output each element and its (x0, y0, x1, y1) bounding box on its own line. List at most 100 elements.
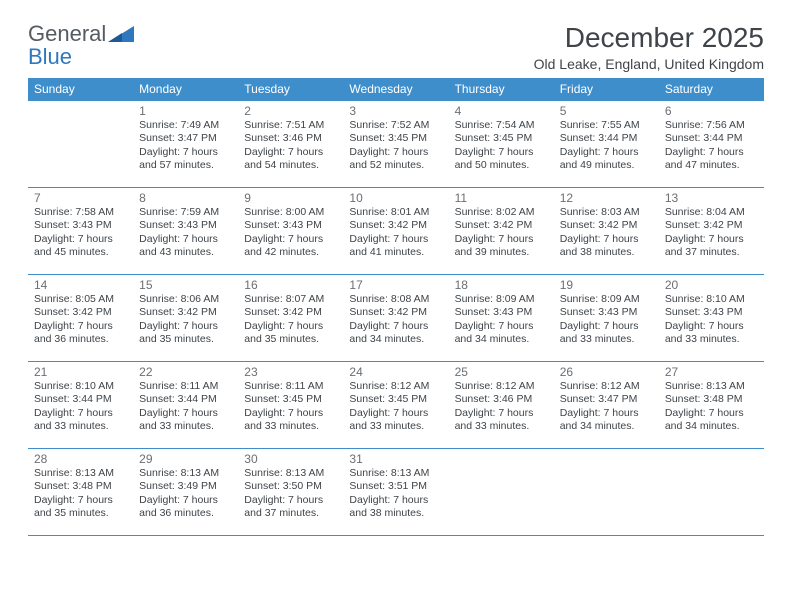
daylight-text: and 33 minutes. (455, 420, 548, 433)
sunset-text: Sunset: 3:43 PM (139, 219, 232, 232)
daylight-text: Daylight: 7 hours (665, 233, 758, 246)
day-cell: 9Sunrise: 8:00 AMSunset: 3:43 PMDaylight… (238, 188, 343, 274)
sunset-text: Sunset: 3:44 PM (34, 393, 127, 406)
day-cell: 5Sunrise: 7:55 AMSunset: 3:44 PMDaylight… (554, 101, 659, 187)
sunset-text: Sunset: 3:42 PM (560, 219, 653, 232)
day-cell: 12Sunrise: 8:03 AMSunset: 3:42 PMDayligh… (554, 188, 659, 274)
day-cell: 19Sunrise: 8:09 AMSunset: 3:43 PMDayligh… (554, 275, 659, 361)
sunset-text: Sunset: 3:49 PM (139, 480, 232, 493)
dow-friday: Friday (554, 78, 659, 101)
daylight-text: and 33 minutes. (665, 333, 758, 346)
day-cell: 6Sunrise: 7:56 AMSunset: 3:44 PMDaylight… (659, 101, 764, 187)
dow-monday: Monday (133, 78, 238, 101)
header-row: General Blue December 2025 Old Leake, En… (28, 22, 764, 72)
day-cell: 4Sunrise: 7:54 AMSunset: 3:45 PMDaylight… (449, 101, 554, 187)
dow-saturday: Saturday (659, 78, 764, 101)
sunrise-text: Sunrise: 8:03 AM (560, 206, 653, 219)
day-cell: 30Sunrise: 8:13 AMSunset: 3:50 PMDayligh… (238, 449, 343, 535)
daylight-text: Daylight: 7 hours (34, 233, 127, 246)
day-number: 24 (349, 365, 442, 379)
day-cell: 27Sunrise: 8:13 AMSunset: 3:48 PMDayligh… (659, 362, 764, 448)
calendar-grid: Sunday Monday Tuesday Wednesday Thursday… (28, 78, 764, 536)
day-number: 7 (34, 191, 127, 205)
sunrise-text: Sunrise: 8:10 AM (34, 380, 127, 393)
day-cell: 15Sunrise: 8:06 AMSunset: 3:42 PMDayligh… (133, 275, 238, 361)
dow-wednesday: Wednesday (343, 78, 448, 101)
sunrise-text: Sunrise: 7:52 AM (349, 119, 442, 132)
sunset-text: Sunset: 3:45 PM (455, 132, 548, 145)
day-cell: 10Sunrise: 8:01 AMSunset: 3:42 PMDayligh… (343, 188, 448, 274)
daylight-text: Daylight: 7 hours (349, 233, 442, 246)
sunset-text: Sunset: 3:46 PM (244, 132, 337, 145)
day-number: 9 (244, 191, 337, 205)
daylight-text: and 34 minutes. (349, 333, 442, 346)
sunrise-text: Sunrise: 8:13 AM (349, 467, 442, 480)
day-cell (554, 449, 659, 535)
day-number: 23 (244, 365, 337, 379)
sunrise-text: Sunrise: 8:00 AM (244, 206, 337, 219)
sunset-text: Sunset: 3:42 PM (455, 219, 548, 232)
daylight-text: and 52 minutes. (349, 159, 442, 172)
daylight-text: and 57 minutes. (139, 159, 232, 172)
daylight-text: Daylight: 7 hours (665, 320, 758, 333)
day-number: 4 (455, 104, 548, 118)
day-cell: 20Sunrise: 8:10 AMSunset: 3:43 PMDayligh… (659, 275, 764, 361)
day-cell: 23Sunrise: 8:11 AMSunset: 3:45 PMDayligh… (238, 362, 343, 448)
daylight-text: Daylight: 7 hours (560, 320, 653, 333)
daylight-text: and 43 minutes. (139, 246, 232, 259)
sunset-text: Sunset: 3:42 PM (665, 219, 758, 232)
sunrise-text: Sunrise: 7:56 AM (665, 119, 758, 132)
daylight-text: Daylight: 7 hours (665, 146, 758, 159)
brand-logo: General Blue (28, 22, 136, 68)
day-number: 31 (349, 452, 442, 466)
day-number: 5 (560, 104, 653, 118)
sunrise-text: Sunrise: 7:51 AM (244, 119, 337, 132)
sunrise-text: Sunrise: 7:49 AM (139, 119, 232, 132)
day-cell: 28Sunrise: 8:13 AMSunset: 3:48 PMDayligh… (28, 449, 133, 535)
daylight-text: and 34 minutes. (455, 333, 548, 346)
day-number: 8 (139, 191, 232, 205)
sunrise-text: Sunrise: 8:13 AM (139, 467, 232, 480)
daylight-text: and 36 minutes. (34, 333, 127, 346)
day-number: 29 (139, 452, 232, 466)
sunset-text: Sunset: 3:45 PM (244, 393, 337, 406)
daylight-text: Daylight: 7 hours (349, 494, 442, 507)
sunrise-text: Sunrise: 7:59 AM (139, 206, 232, 219)
daylight-text: Daylight: 7 hours (349, 146, 442, 159)
sunset-text: Sunset: 3:42 PM (244, 306, 337, 319)
daylight-text: Daylight: 7 hours (455, 233, 548, 246)
daylight-text: Daylight: 7 hours (455, 407, 548, 420)
day-cell: 13Sunrise: 8:04 AMSunset: 3:42 PMDayligh… (659, 188, 764, 274)
day-number: 14 (34, 278, 127, 292)
day-cell: 31Sunrise: 8:13 AMSunset: 3:51 PMDayligh… (343, 449, 448, 535)
day-number: 1 (139, 104, 232, 118)
daylight-text: Daylight: 7 hours (560, 407, 653, 420)
sunrise-text: Sunrise: 8:09 AM (560, 293, 653, 306)
sunrise-text: Sunrise: 8:01 AM (349, 206, 442, 219)
sunset-text: Sunset: 3:48 PM (34, 480, 127, 493)
sunrise-text: Sunrise: 8:11 AM (139, 380, 232, 393)
day-cell (659, 449, 764, 535)
sunset-text: Sunset: 3:45 PM (349, 393, 442, 406)
day-number: 28 (34, 452, 127, 466)
sunrise-text: Sunrise: 7:54 AM (455, 119, 548, 132)
dow-tuesday: Tuesday (238, 78, 343, 101)
sunset-text: Sunset: 3:43 PM (665, 306, 758, 319)
sunset-text: Sunset: 3:42 PM (349, 306, 442, 319)
day-number: 30 (244, 452, 337, 466)
daylight-text: Daylight: 7 hours (244, 233, 337, 246)
day-cell: 21Sunrise: 8:10 AMSunset: 3:44 PMDayligh… (28, 362, 133, 448)
sunset-text: Sunset: 3:44 PM (560, 132, 653, 145)
sunset-text: Sunset: 3:50 PM (244, 480, 337, 493)
day-number: 3 (349, 104, 442, 118)
daylight-text: Daylight: 7 hours (665, 407, 758, 420)
day-cell: 3Sunrise: 7:52 AMSunset: 3:45 PMDaylight… (343, 101, 448, 187)
day-number: 16 (244, 278, 337, 292)
sunrise-text: Sunrise: 8:12 AM (560, 380, 653, 393)
day-cell: 22Sunrise: 8:11 AMSunset: 3:44 PMDayligh… (133, 362, 238, 448)
daylight-text: Daylight: 7 hours (139, 146, 232, 159)
daylight-text: Daylight: 7 hours (34, 320, 127, 333)
sunset-text: Sunset: 3:47 PM (139, 132, 232, 145)
daylight-text: Daylight: 7 hours (244, 494, 337, 507)
daylight-text: and 42 minutes. (244, 246, 337, 259)
